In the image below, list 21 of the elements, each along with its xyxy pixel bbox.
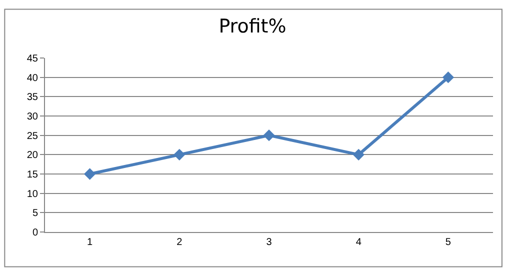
y-tick-label: 20 (26, 150, 38, 162)
y-tick-label: 25 (26, 130, 38, 142)
point (84, 168, 96, 180)
y-tick-label: 5 (32, 208, 38, 220)
point (174, 148, 186, 161)
point (442, 71, 454, 84)
x-tick-label: 1 (87, 237, 94, 248)
point (352, 148, 364, 161)
y-tick-label: 35 (26, 92, 38, 104)
y-tick-label: 15 (26, 170, 38, 180)
y-tick-label: 10 (26, 188, 38, 200)
x-tick-label: 2 (176, 237, 183, 248)
point (263, 129, 275, 142)
y-tick-label: 40 (26, 72, 38, 84)
x-tick-label: 4 (356, 237, 362, 248)
y-tick-label: 30 (26, 112, 38, 122)
chart-title: Profit% (218, 16, 286, 38)
x-tick-label: 5 (445, 237, 452, 248)
x-tick-label: 3 (266, 237, 272, 248)
y-tick-label: 0 (32, 228, 38, 238)
y-tick-label: 45 (26, 54, 38, 64)
